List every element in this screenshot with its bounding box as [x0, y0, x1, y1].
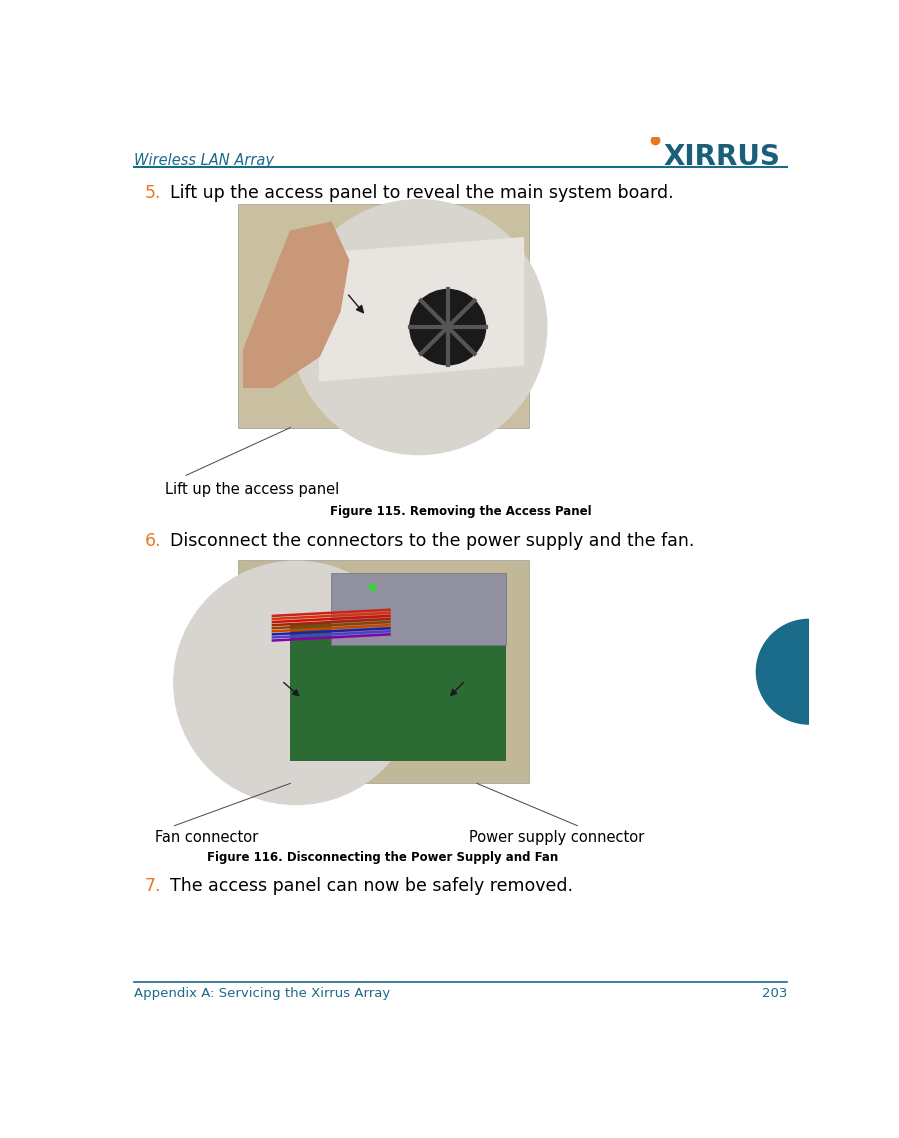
Text: 6.: 6. — [145, 533, 162, 551]
Polygon shape — [244, 222, 349, 387]
Text: Fan connector: Fan connector — [155, 830, 258, 844]
Text: The access panel can now be safely removed.: The access panel can now be safely remov… — [171, 877, 574, 896]
Bar — [331, 574, 506, 645]
Bar — [238, 205, 530, 428]
Circle shape — [290, 200, 547, 454]
Circle shape — [174, 561, 419, 805]
Text: Lift up the access panel: Lift up the access panel — [165, 481, 339, 496]
Text: Figure 115. Removing the Access Panel: Figure 115. Removing the Access Panel — [330, 504, 592, 518]
Wedge shape — [756, 619, 809, 724]
Bar — [238, 560, 530, 783]
Bar — [290, 622, 506, 761]
Text: XIRRUS: XIRRUS — [663, 142, 780, 171]
Polygon shape — [319, 238, 523, 381]
Text: 5.: 5. — [145, 184, 162, 203]
Text: Wireless LAN Array: Wireless LAN Array — [134, 154, 274, 168]
Text: 7.: 7. — [145, 877, 162, 896]
Text: Appendix A: Servicing the Xirrus Array: Appendix A: Servicing the Xirrus Array — [134, 987, 390, 999]
Text: Disconnect the connectors to the power supply and the fan.: Disconnect the connectors to the power s… — [171, 533, 695, 551]
Text: 203: 203 — [762, 987, 788, 999]
Text: Power supply connector: Power supply connector — [469, 830, 644, 844]
Text: Figure 116. Disconnecting the Power Supply and Fan: Figure 116. Disconnecting the Power Supp… — [208, 851, 558, 864]
Text: Lift up the access panel to reveal the main system board.: Lift up the access panel to reveal the m… — [171, 184, 674, 203]
Circle shape — [410, 289, 485, 365]
